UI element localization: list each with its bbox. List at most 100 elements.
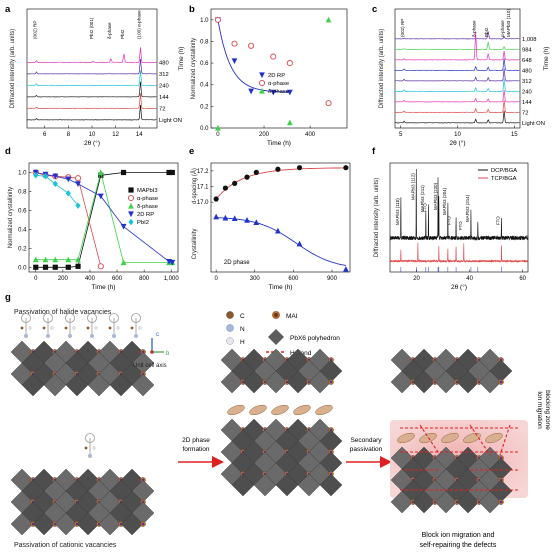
chart-a-annotation-0: (002) RP	[32, 21, 37, 39]
chart-a-annotation-1: PbI2 (001)	[89, 17, 94, 39]
chart-d-point-2-0	[32, 256, 39, 263]
chart-d-point-2-6	[120, 259, 127, 266]
g-right-bottom-ma-core	[499, 500, 503, 504]
chart-c-series-label-1: 984	[522, 48, 532, 54]
chart-d-ytick-label: 1.0	[18, 170, 27, 176]
legend-nitrogen-marker	[226, 324, 234, 332]
chart-c-series-4	[394, 68, 520, 82]
g-right-bottom-octahedron	[434, 490, 458, 514]
g-lt-molecule-hydrogen	[138, 326, 142, 330]
chart-d-point-0-3	[65, 264, 71, 270]
panel-label-d: d	[5, 146, 11, 157]
chart-f-xtick-label: 40	[466, 276, 473, 282]
chart-b-frame	[210, 8, 348, 129]
g-right-bottom-octahedron	[478, 490, 502, 514]
chart-b-point-2-2	[325, 16, 332, 23]
g-lt-molecule-hydrogen	[116, 326, 120, 330]
chart-c-series-label-4: 312	[522, 79, 532, 85]
chart-d-point-0-1	[42, 264, 49, 270]
chart-e-xtick-label: 600	[288, 276, 299, 282]
chart-b-fit-2d-rp	[217, 19, 290, 93]
g-mid-2d-molecule	[227, 404, 245, 416]
chart-a-series-label-4: 72	[159, 107, 165, 113]
chart-d-point-0-7	[166, 169, 172, 176]
chart-a-annotation-3: PbI2	[120, 29, 125, 39]
chart-d-legend-label-1: α-phase	[137, 196, 158, 202]
legend-hydrogen-label: H	[240, 339, 245, 346]
chart-d-point-3-5	[97, 193, 104, 200]
g-lb-molecule-hydrogen	[92, 446, 96, 450]
chart-c-series-label-3: 480	[522, 69, 532, 75]
legend-pb-polyhedron-marker	[268, 329, 284, 345]
caption-cation: Passivation of cationic vacancies	[14, 542, 117, 549]
chart-e-point-d-1	[222, 185, 229, 191]
chart-c-series-1	[394, 41, 520, 50]
chart-d-point-3-4	[75, 181, 81, 187]
chart-e-ytick-label: 17.0	[197, 200, 209, 206]
g-right-molecule	[463, 432, 481, 444]
panel-label-e: e	[189, 146, 194, 157]
chart-f-annotation-3: FTO	[422, 203, 427, 212]
chart-b-point-2-0	[215, 124, 221, 131]
g-right-hbond-3	[469, 424, 491, 456]
arrow-2d-formation-label-line2: formation	[182, 446, 209, 453]
chart-d-point-4-1	[42, 173, 49, 180]
g-mid-bottom-octahedron	[297, 473, 321, 497]
chart-a-xtick-label: 14	[136, 132, 143, 138]
chart-b-legend-marker-1	[258, 79, 266, 87]
chart-b-ytick-label: 0.2	[200, 104, 209, 110]
chart-c-series-2	[395, 32, 520, 61]
g-lb-octahedron	[10, 512, 34, 536]
chart-e-point-d-7	[343, 165, 349, 171]
chart-b-xlabel: Time (h)	[267, 140, 291, 147]
g-right-molecule	[485, 432, 503, 444]
chart-b-legend-label-2: δ-phase	[268, 89, 289, 95]
g-mid-top-octahedron	[308, 370, 332, 394]
g-lt-molecule-hydrogen	[28, 326, 32, 330]
g-mid-bottom-octahedron	[231, 473, 255, 497]
g-mid-top-octahedron	[242, 370, 266, 394]
g-lt-molecule-ring	[21, 313, 31, 323]
chart-f-ylabel: Diffracted intensity (arb. units)	[374, 178, 380, 258]
structure-secondary-passivation	[390, 348, 520, 514]
chart-d-ytick-label: 0.6	[18, 208, 27, 214]
panel-label-b: b	[189, 4, 195, 15]
g-lt-molecule-nitrogen	[90, 334, 94, 338]
chart-e-fit-2d	[216, 217, 346, 266]
g-right-top-octahedron	[456, 370, 480, 394]
unit-cell-label: Unit cell axis	[133, 363, 167, 369]
chart-a-annotation-4: (100) α-phase	[136, 10, 141, 39]
chart-a-series-label-2: 240	[159, 84, 169, 90]
chart-d-point-4-0	[33, 172, 39, 179]
chart-e-inset-label: 2D phase	[224, 260, 250, 266]
chart-d-legend-marker-4	[128, 218, 134, 226]
g-lt-molecule-ring	[43, 313, 53, 323]
chart-e-ylabel-bottom: Crystallinity	[192, 229, 198, 260]
chart-d-legend-label-4: PbI2	[137, 220, 149, 226]
chart-b-xtick-label: 0	[216, 132, 220, 138]
structure-halide-passivation	[10, 313, 155, 397]
legend-carbon-marker	[226, 311, 234, 319]
chart-b-ytick-label: 0.4	[200, 83, 209, 89]
chart-f-xlabel: 2θ (°)	[451, 283, 467, 291]
chart-f-series-1	[389, 242, 529, 264]
chart-c-series-5	[394, 79, 520, 92]
g-lt-molecule-ring	[87, 313, 97, 323]
caption-halide: Passivation of halide vacancies	[14, 309, 112, 316]
g-right-bottom-octahedron	[390, 490, 414, 514]
g-lt-molecule-hydrogen	[72, 326, 76, 330]
g-lt-octahedron	[43, 373, 67, 397]
chart-c-annotation-0: (002) RP	[400, 19, 405, 37]
chart-a-series-4	[26, 93, 157, 109]
chart-c-series-7	[394, 100, 520, 113]
chart-a-xtick-label: 12	[112, 132, 119, 138]
arrow-secondary-label-line2: passivation	[350, 446, 383, 453]
g-lt-molecule-hydrogen	[94, 326, 98, 330]
g-lt-molecule-carbon	[86, 326, 90, 330]
g-lb-octahedron	[76, 512, 100, 536]
arrow-2d-formation-label-line1: 2D phase	[182, 437, 210, 444]
g-mid-2d-molecule	[271, 404, 289, 416]
chart-a-series-label-3: 144	[159, 95, 169, 101]
chart-b-point-1-5	[325, 100, 332, 107]
chart-f-annotation-1: MAPbI3 (112)	[410, 173, 415, 200]
